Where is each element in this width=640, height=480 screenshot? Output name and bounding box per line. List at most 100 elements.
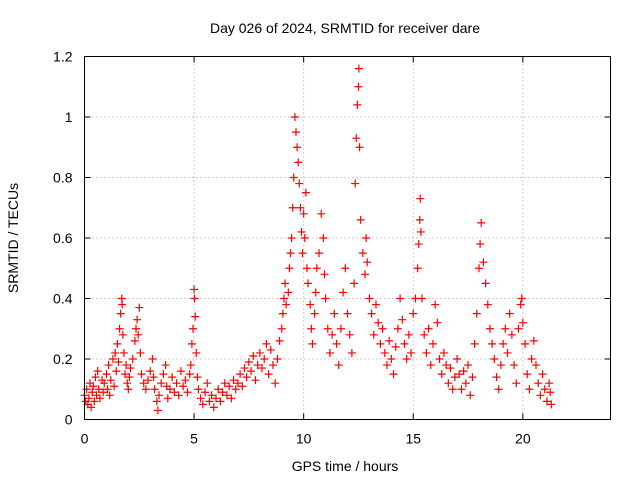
tick-layer: 0 5 10 15 20 0 0.2 0.4 0.6 0.8 1 1.2 — [53, 49, 611, 447]
data-point — [161, 361, 170, 370]
data-point — [126, 364, 135, 373]
data-point — [444, 379, 453, 388]
data-point — [507, 330, 516, 339]
data-point — [376, 339, 385, 348]
data-point — [125, 373, 134, 382]
data-point — [205, 397, 214, 406]
data-point — [339, 288, 348, 297]
data-point — [185, 370, 194, 379]
data-point — [190, 285, 199, 294]
data-point — [448, 385, 457, 394]
data-point — [352, 134, 361, 143]
data-point — [214, 385, 223, 394]
data-point — [231, 385, 240, 394]
data-point — [407, 348, 416, 357]
data-point — [290, 113, 299, 121]
data-point — [325, 348, 334, 357]
data-point — [144, 376, 153, 385]
data-point — [336, 324, 345, 333]
data-point — [119, 348, 128, 357]
data-point — [132, 324, 141, 333]
data-point — [514, 324, 523, 333]
data-point — [89, 382, 98, 391]
data-point — [196, 394, 205, 403]
data-point — [128, 355, 137, 363]
data-point — [492, 373, 501, 382]
x-tick-label: 20 — [515, 431, 531, 447]
data-point — [273, 355, 282, 363]
data-point — [521, 339, 530, 348]
data-point — [369, 330, 378, 339]
data-point — [244, 358, 253, 367]
data-point — [459, 367, 468, 376]
data-point — [216, 397, 225, 406]
x-tick-label: 15 — [405, 431, 421, 447]
data-point — [289, 173, 298, 182]
y-tick-label: 0.8 — [53, 170, 73, 186]
data-point — [118, 330, 127, 339]
data-point — [414, 240, 423, 249]
data-point — [227, 394, 236, 403]
data-point — [130, 336, 139, 345]
data-point — [201, 388, 210, 397]
data-point — [163, 394, 172, 403]
data-point — [88, 388, 97, 397]
data-point — [307, 324, 316, 333]
y-tick-label: 0 — [65, 412, 73, 428]
data-point — [296, 203, 305, 212]
data-point — [426, 361, 435, 370]
data-point — [133, 315, 142, 324]
data-point — [207, 391, 216, 400]
data-point — [476, 240, 485, 249]
x-tick-label: 5 — [190, 431, 198, 447]
data-point — [102, 370, 111, 379]
data-point — [183, 388, 192, 397]
data-point — [494, 385, 503, 394]
data-point — [481, 279, 490, 288]
data-point — [321, 294, 330, 303]
data-point — [356, 215, 365, 224]
data-point — [253, 361, 262, 370]
data-point — [233, 379, 242, 388]
data-point — [286, 249, 295, 258]
data-point — [450, 373, 459, 382]
data-point — [299, 209, 308, 218]
y-tick-label: 1.2 — [53, 49, 73, 65]
data-point — [100, 379, 109, 388]
data-point — [284, 288, 293, 297]
data-point — [345, 330, 354, 339]
data-point — [113, 339, 122, 348]
data-point — [134, 330, 143, 339]
data-point — [402, 355, 411, 363]
data-point — [371, 300, 380, 309]
data-point — [135, 303, 144, 312]
data-point — [477, 218, 486, 227]
data-point — [330, 309, 339, 318]
data-point — [536, 391, 545, 400]
data-point — [374, 318, 383, 327]
data-point — [153, 406, 162, 415]
data-point — [149, 373, 158, 382]
data-point — [382, 361, 391, 370]
data-point — [255, 348, 264, 357]
data-point — [400, 339, 409, 348]
data-point — [461, 379, 470, 388]
data-point — [277, 324, 286, 333]
x-axis-label: GPS time / hours — [292, 458, 399, 474]
data-point — [457, 385, 466, 394]
data-point — [542, 397, 551, 406]
data-point — [387, 355, 396, 363]
data-point — [483, 300, 492, 309]
data-point — [367, 309, 376, 318]
data-point — [355, 143, 364, 152]
data-point — [121, 370, 130, 379]
data-point — [251, 376, 260, 385]
data-point — [104, 361, 113, 370]
data-point — [191, 312, 200, 321]
data-point — [187, 339, 196, 348]
data-point — [94, 385, 103, 394]
data-point — [416, 194, 425, 203]
data-point — [116, 309, 125, 318]
data-point — [146, 367, 155, 376]
